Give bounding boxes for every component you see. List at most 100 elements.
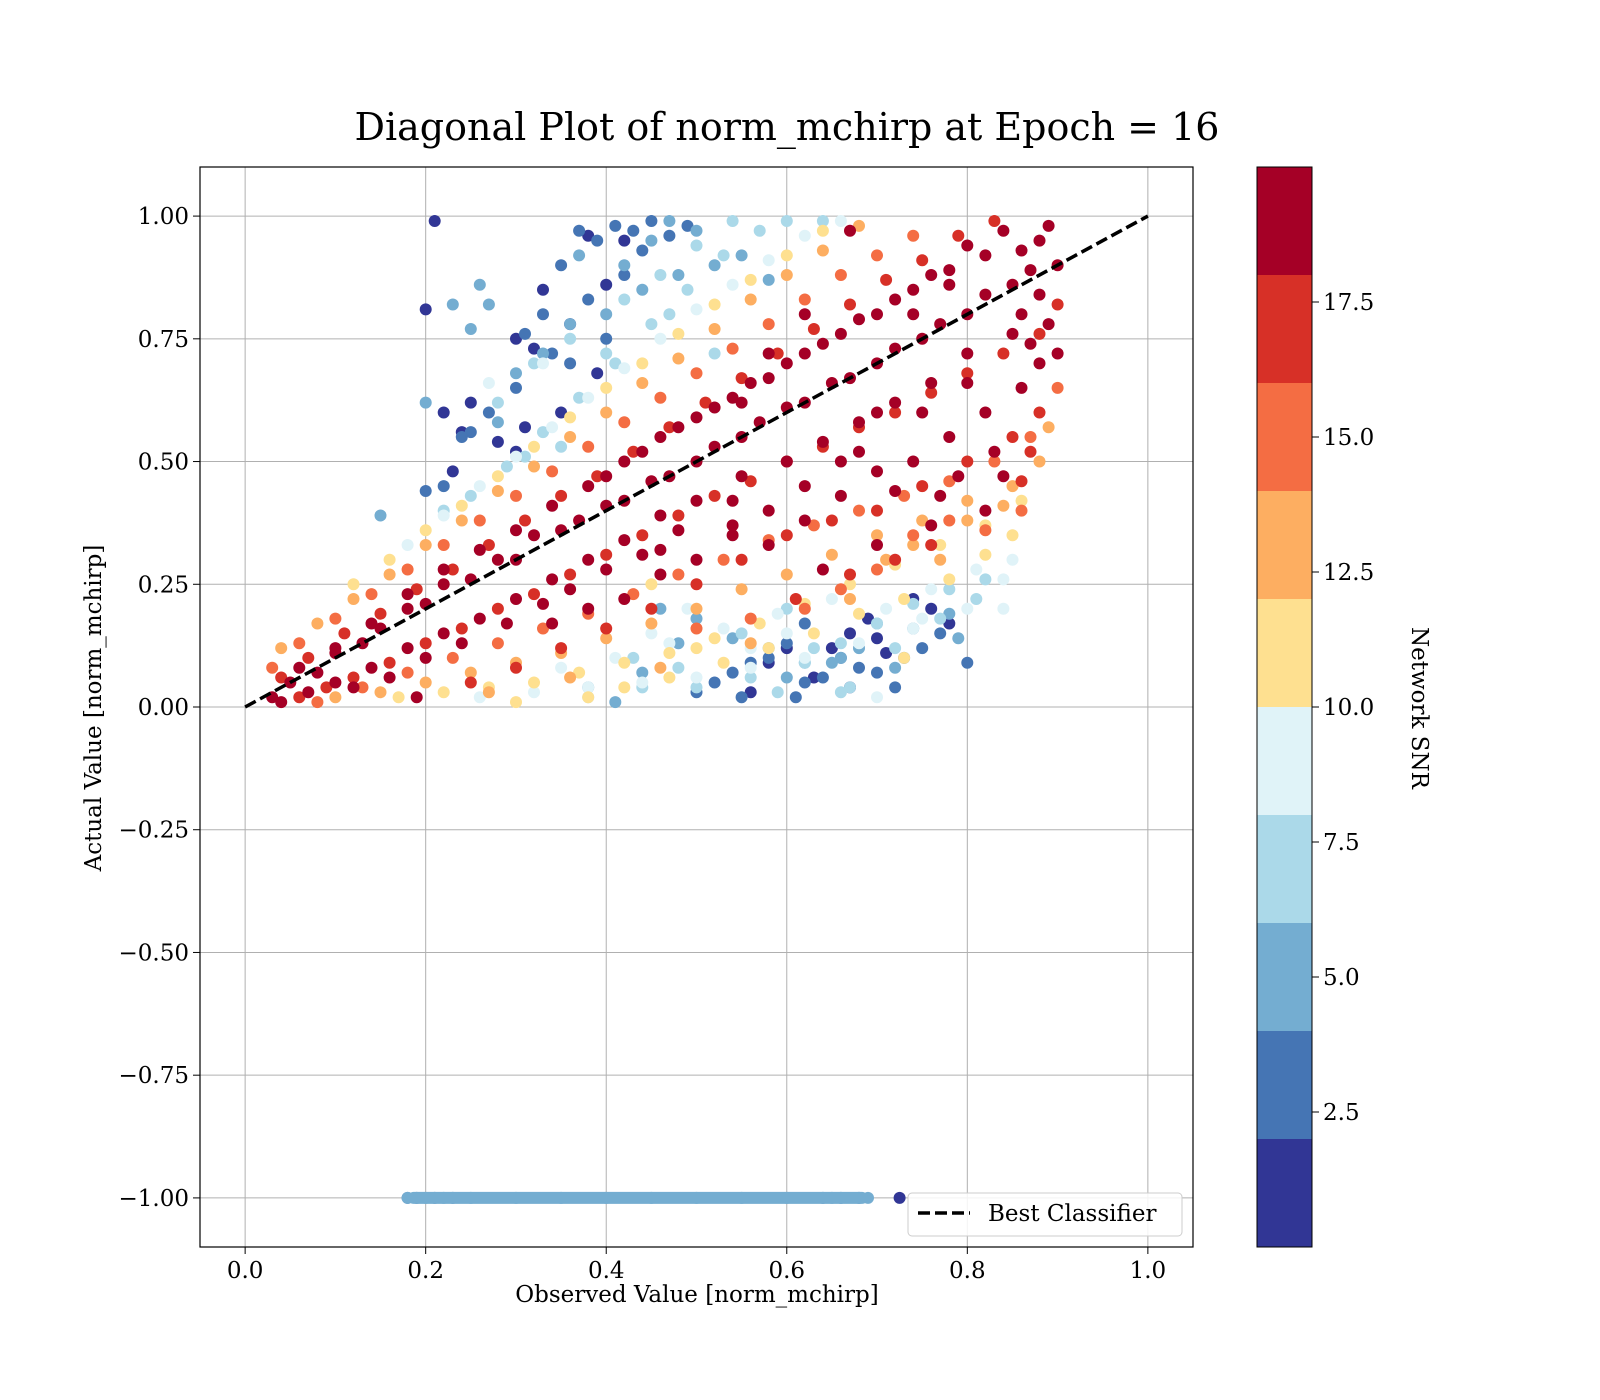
scatter-point bbox=[997, 602, 1010, 615]
scatter-point bbox=[898, 651, 911, 664]
scatter-point bbox=[410, 583, 423, 596]
scatter-point bbox=[871, 308, 883, 321]
scatter-point bbox=[311, 617, 324, 630]
scatter-point bbox=[546, 573, 559, 586]
scatter-point bbox=[672, 421, 685, 434]
scatter-point bbox=[573, 224, 586, 237]
scatter-point bbox=[853, 504, 865, 517]
scatter-point bbox=[807, 642, 820, 655]
scatter-point bbox=[510, 661, 522, 674]
scatter-point bbox=[401, 642, 414, 655]
scatter-point bbox=[564, 357, 577, 370]
missing-value-band bbox=[407, 1191, 869, 1204]
scatter-point bbox=[627, 651, 640, 664]
scatter-point bbox=[320, 681, 333, 694]
scatter-point bbox=[816, 337, 829, 350]
scatter-point bbox=[789, 593, 802, 605]
scatter-point bbox=[771, 347, 784, 360]
colorbar-segment bbox=[1257, 1031, 1312, 1139]
scatter-point bbox=[1015, 504, 1028, 517]
scatter-point bbox=[834, 489, 847, 502]
scatter-point bbox=[907, 283, 920, 296]
scatter-point bbox=[961, 602, 974, 615]
scatter-point bbox=[654, 543, 667, 556]
scatter-point bbox=[401, 539, 414, 551]
scatter-point bbox=[636, 357, 649, 370]
scatter-point bbox=[582, 480, 595, 493]
scatter-point bbox=[573, 249, 586, 262]
best-classifier-diagonal bbox=[244, 214, 1149, 709]
scatter-point bbox=[537, 357, 549, 370]
scatter-point bbox=[708, 347, 721, 360]
scatter-point bbox=[663, 229, 676, 242]
scatter-point bbox=[717, 249, 730, 262]
scatter-point bbox=[437, 480, 450, 493]
scatter-point bbox=[862, 612, 874, 625]
scatter-point bbox=[311, 696, 324, 709]
scatter-point bbox=[419, 637, 432, 650]
scatter-point bbox=[383, 671, 396, 684]
scatter-point bbox=[807, 519, 820, 532]
scatter-point bbox=[880, 647, 893, 659]
scatter-point bbox=[916, 480, 929, 493]
scatter-point bbox=[519, 327, 531, 340]
scatter-point bbox=[401, 563, 414, 576]
scatter-point bbox=[293, 637, 306, 650]
scatter-point bbox=[988, 455, 1001, 468]
scatter-point bbox=[916, 642, 929, 655]
scatter-point bbox=[1024, 337, 1037, 350]
scatter-point bbox=[555, 489, 568, 502]
scatter-point bbox=[491, 553, 504, 566]
scatter-point bbox=[1033, 327, 1046, 340]
scatter-point bbox=[383, 568, 396, 581]
scatter-point bbox=[464, 666, 477, 679]
scatter-point bbox=[473, 543, 486, 556]
scatter-point bbox=[780, 249, 793, 262]
scatter-point bbox=[365, 617, 378, 630]
scatter-point bbox=[537, 426, 549, 439]
y-tick-label: 0.00 bbox=[138, 695, 189, 721]
scatter-point bbox=[491, 602, 504, 615]
scatter-point bbox=[1033, 406, 1046, 419]
scatter-point bbox=[546, 347, 559, 360]
scatter-point bbox=[798, 480, 811, 493]
scatter-point bbox=[672, 327, 685, 340]
scatter-point bbox=[907, 622, 920, 635]
scatter-point bbox=[464, 489, 477, 502]
scatter-point bbox=[853, 607, 865, 620]
scatter-point bbox=[383, 553, 396, 566]
scatter-point bbox=[329, 691, 342, 704]
y-tick-label: −0.75 bbox=[119, 1063, 189, 1089]
scatter-point bbox=[762, 504, 775, 517]
scatter-point bbox=[1015, 244, 1028, 257]
scatter-point bbox=[455, 514, 468, 527]
scatter-point bbox=[708, 298, 721, 311]
scatter-point bbox=[519, 514, 531, 527]
scatter-point bbox=[943, 617, 956, 630]
scatter-point bbox=[618, 593, 631, 605]
scatter-point bbox=[528, 529, 540, 542]
scatter-point bbox=[708, 632, 721, 645]
scatter-point bbox=[1006, 529, 1019, 542]
scatter-point bbox=[726, 342, 739, 355]
scatter-point bbox=[446, 563, 459, 576]
scatter-point bbox=[401, 588, 414, 601]
scatter-point bbox=[510, 524, 522, 537]
scatter-point bbox=[979, 249, 992, 262]
scatter-point bbox=[482, 406, 495, 419]
scatter-point bbox=[618, 455, 631, 468]
scatter-point bbox=[1006, 431, 1019, 443]
scatter-point bbox=[744, 293, 757, 306]
scatter-point bbox=[437, 406, 450, 419]
scatter-point bbox=[853, 313, 865, 326]
scatter-point bbox=[519, 450, 531, 463]
scatter-point bbox=[582, 293, 595, 306]
scatter-point bbox=[365, 661, 378, 674]
scatter-point bbox=[825, 656, 838, 669]
scatter-point bbox=[618, 259, 631, 272]
scatter-point bbox=[446, 298, 459, 311]
scatter-point bbox=[708, 259, 721, 272]
scatter-point bbox=[735, 396, 748, 409]
scatter-point bbox=[762, 372, 775, 385]
scatter-point bbox=[690, 303, 703, 316]
